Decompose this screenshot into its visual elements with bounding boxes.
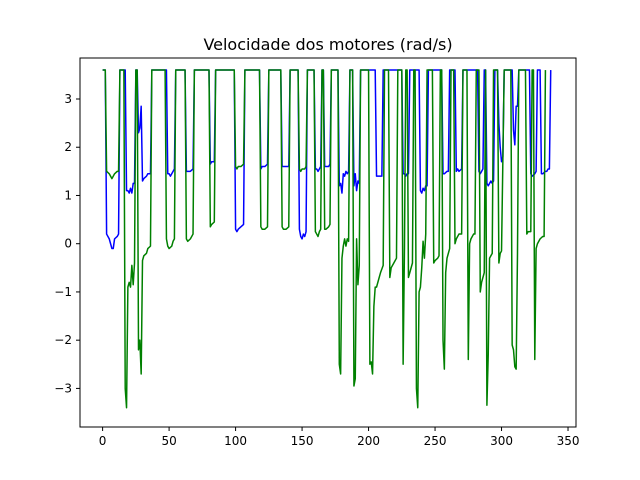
y-axis: −3 −2 −1 0 1 2 3 <box>54 92 80 395</box>
x-tick-label: 250 <box>424 434 447 448</box>
x-tick-label: 200 <box>357 434 380 448</box>
series-line-2 <box>102 69 547 409</box>
y-tick-label: −2 <box>54 333 72 347</box>
x-tick-label: 100 <box>224 434 247 448</box>
y-tick-label: 3 <box>64 92 72 106</box>
x-tick-label: 150 <box>291 434 314 448</box>
y-tick-label: −3 <box>54 381 72 395</box>
plot-frame <box>79 57 577 428</box>
x-tick-label: 0 <box>99 434 107 448</box>
chart-title: Velocidade dos motores (rad/s) <box>203 35 452 54</box>
x-axis: 0 50 100 150 200 250 300 350 <box>99 427 580 448</box>
x-tick-label: 350 <box>557 434 580 448</box>
y-tick-label: 2 <box>64 140 72 154</box>
y-tick-label: 0 <box>64 237 72 251</box>
series-layer <box>102 69 552 409</box>
x-tick-label: 300 <box>490 434 513 448</box>
x-tick-label: 50 <box>161 434 176 448</box>
y-tick-label: −1 <box>54 285 72 299</box>
plot-area: 0 50 100 150 200 250 300 350 −3 −2 −1 0 1 2 3 <box>54 57 580 448</box>
y-tick-label: 1 <box>64 188 72 202</box>
